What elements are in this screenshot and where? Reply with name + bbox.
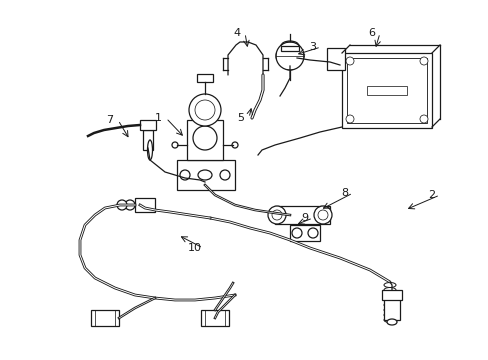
Bar xyxy=(381,290,401,300)
Bar xyxy=(289,225,319,241)
Bar xyxy=(281,46,298,51)
Circle shape xyxy=(307,228,317,238)
Text: 4: 4 xyxy=(233,28,240,38)
Text: 8: 8 xyxy=(341,188,348,198)
Circle shape xyxy=(291,228,302,238)
Bar xyxy=(366,85,407,94)
Circle shape xyxy=(125,200,135,210)
Circle shape xyxy=(271,210,282,220)
Text: 3: 3 xyxy=(309,42,316,52)
Bar xyxy=(201,310,228,326)
Bar xyxy=(197,74,213,82)
Circle shape xyxy=(220,170,229,180)
Circle shape xyxy=(195,100,215,120)
Ellipse shape xyxy=(383,292,395,297)
Bar xyxy=(326,48,345,70)
Text: 5: 5 xyxy=(237,113,244,123)
Ellipse shape xyxy=(383,318,395,323)
Text: 10: 10 xyxy=(187,243,202,253)
Text: 9: 9 xyxy=(301,213,308,223)
Ellipse shape xyxy=(147,140,152,160)
Ellipse shape xyxy=(383,302,395,307)
Text: 6: 6 xyxy=(368,28,375,38)
Circle shape xyxy=(346,57,353,65)
Circle shape xyxy=(275,42,304,70)
Ellipse shape xyxy=(383,312,395,318)
Bar xyxy=(346,58,426,123)
Text: 2: 2 xyxy=(427,190,435,200)
Bar xyxy=(274,206,329,224)
Circle shape xyxy=(189,94,221,126)
Circle shape xyxy=(231,142,238,148)
Bar xyxy=(91,310,119,326)
Ellipse shape xyxy=(198,170,212,180)
Ellipse shape xyxy=(383,297,395,302)
Bar xyxy=(341,53,431,128)
Circle shape xyxy=(180,170,190,180)
Ellipse shape xyxy=(386,319,396,325)
Circle shape xyxy=(193,126,217,150)
Circle shape xyxy=(117,200,127,210)
Circle shape xyxy=(172,142,178,148)
Text: 1: 1 xyxy=(154,113,161,123)
Circle shape xyxy=(346,115,353,123)
Circle shape xyxy=(267,206,285,224)
Bar xyxy=(177,160,235,190)
Bar xyxy=(142,130,153,150)
Bar xyxy=(383,298,399,320)
Ellipse shape xyxy=(383,283,395,288)
Circle shape xyxy=(419,115,427,123)
Ellipse shape xyxy=(383,288,395,292)
Circle shape xyxy=(317,210,327,220)
Circle shape xyxy=(313,206,331,224)
Bar xyxy=(140,120,156,130)
Text: 7: 7 xyxy=(106,115,113,125)
Bar xyxy=(135,198,155,212)
Circle shape xyxy=(419,57,427,65)
Ellipse shape xyxy=(383,307,395,312)
Bar xyxy=(186,120,223,160)
